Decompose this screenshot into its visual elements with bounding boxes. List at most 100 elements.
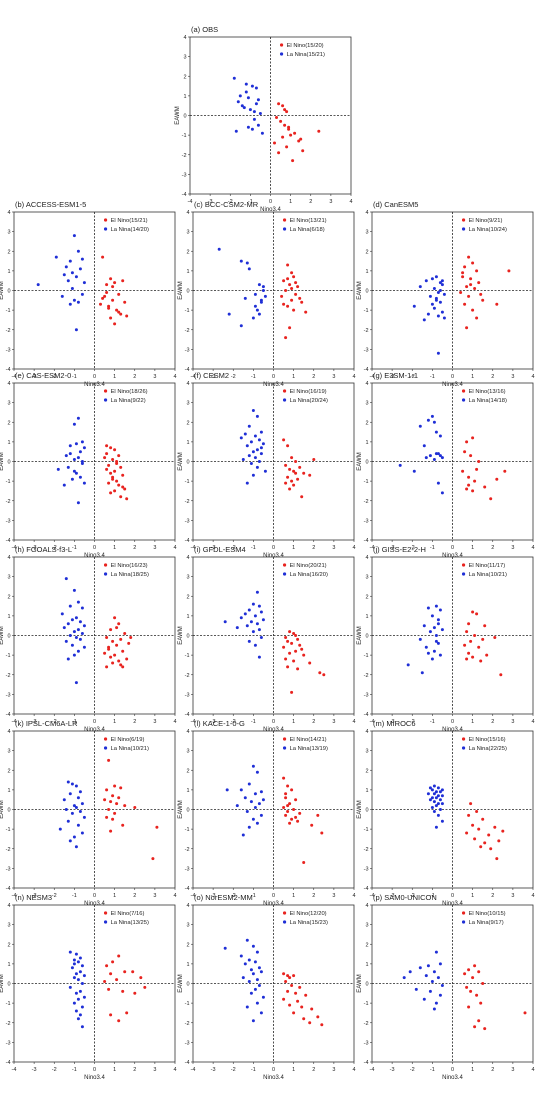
la-nina-point [247,639,251,643]
la-nina-point [259,446,263,450]
chart-title: (e) CAS-ESM2-0 [15,371,71,380]
la-nina-point [74,806,78,809]
el-nino-point [479,659,483,663]
la-nina-point [438,790,442,794]
x-tick-label: -2 [52,545,57,551]
el-nino-point [282,438,286,442]
el-nino-point [286,974,290,978]
y-tick-label: -4 [364,538,369,544]
el-nino-point [290,788,294,792]
x-tick-label: 0 [272,893,275,899]
la-nina-point [430,980,434,983]
la-nina-point [255,770,259,774]
x-tick-label: 0 [272,719,275,725]
la-nina-point [82,815,86,819]
legend-label: El Nino(16/23) [111,563,148,569]
x-tick-label: 1 [471,374,474,380]
x-tick-label: 3 [153,719,156,725]
chart-title: (d) CanESM5 [373,200,418,209]
el-nino-point [123,804,127,808]
la-nina-point [76,416,80,420]
el-nino-point [107,987,111,991]
el-nino-point [322,673,326,677]
el-nino-point [300,1005,304,1009]
y-tick-label: -2 [364,328,369,334]
la-nina-point [420,671,424,675]
y-tick-label: 4 [7,729,10,735]
el-nino-point [477,645,481,649]
la-nina-point [58,827,62,831]
legend-marker [103,398,108,402]
y-tick-label: -3 [364,692,369,698]
x-axis-label: Nino3.4 [442,553,463,559]
x-tick-label: -4 [191,545,196,551]
el-nino-point [283,108,287,112]
chart-title: (o) NorESM2-MM [194,893,253,902]
y-tick-label: -1 [6,1001,11,1007]
la-nina-point [239,259,243,263]
y-tick-label: 3 [7,749,10,755]
el-nino-point [282,972,286,976]
la-nina-point [436,794,440,798]
la-nina-point [80,964,84,968]
x-tick-label: 1 [471,719,474,725]
x-tick-label: 3 [153,374,156,380]
y-tick-label: -4 [364,367,369,373]
y-tick-label: -2 [364,673,369,679]
la-nina-point [440,456,444,460]
el-nino-point [129,636,133,639]
la-nina-point [70,271,74,275]
x-tick-label: 1 [292,719,295,725]
la-nina-point [251,1019,255,1023]
la-nina-point [251,944,255,948]
y-tick-label: 2 [186,768,189,774]
el-nino-point [471,261,475,265]
x-tick-label: -3 [390,1067,395,1073]
la-nina-point [257,984,261,987]
x-tick-label: -2 [231,374,236,380]
el-nino-point [483,841,487,845]
el-nino-point [121,485,125,489]
y-tick-label: 0 [186,808,189,814]
legend-label: La Nina(10/21) [469,572,507,578]
el-nino-point [284,792,288,796]
la-nina-point [243,296,247,300]
la-nina-point [68,839,72,843]
el-nino-point [465,285,469,289]
el-nino-point [273,141,276,145]
la-nina-point [249,462,253,465]
la-nina-point [74,972,78,976]
x-tick-label: 4 [531,545,534,551]
la-nina-point [426,606,430,610]
el-nino-point [481,982,485,985]
la-nina-point [432,287,436,290]
la-nina-point [72,653,76,657]
x-tick-label: 3 [332,893,335,899]
la-nina-point [249,968,253,972]
la-nina-point [253,643,257,647]
x-tick-label: 0 [272,545,275,551]
el-nino-point [113,653,117,657]
chart-panel-5: (f) CESM2-4-4-3-3-2-2-1-10011223344Nino3… [178,371,356,559]
la-nina-point [418,966,422,970]
el-nino-point [119,312,123,316]
la-nina-point [70,811,74,815]
legend-marker [461,563,466,567]
el-nino-point [461,275,465,279]
la-nina-point [68,950,72,954]
la-nina-point [250,84,254,88]
y-tick-label: 1 [186,962,189,968]
legend-label: El Nino(7/16) [111,911,145,917]
la-nina-point [72,962,76,966]
el-nino-point [113,489,117,493]
la-nina-point [255,590,259,594]
y-tick-label: -1 [364,827,369,833]
el-nino-point [139,976,143,980]
la-nina-point [432,420,436,424]
la-nina-point [252,110,256,114]
chart-panel-9: (j) GISS-E2-2-H-4-4-3-3-2-2-1-1001122334… [357,545,535,733]
el-nino-point [469,454,473,458]
la-nina-point [74,275,78,279]
x-tick-label: -3 [390,893,395,899]
la-nina-point [235,626,239,630]
